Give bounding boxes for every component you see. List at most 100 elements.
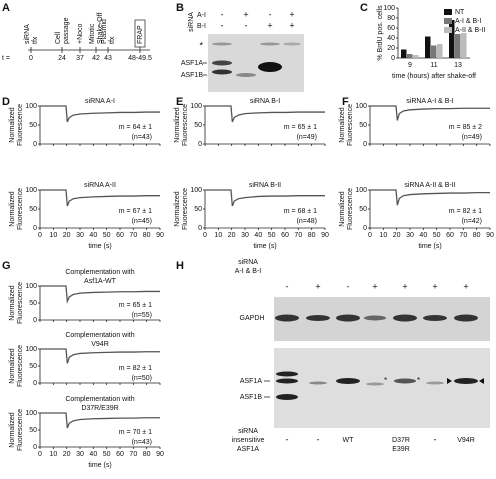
timeline-event: passage: [63, 17, 70, 44]
plot-title: siRNA B-II: [249, 182, 281, 189]
x-tick-label: 50: [268, 232, 276, 239]
y-tick-label: 50: [194, 122, 202, 129]
x-tick-label: 0: [203, 232, 207, 239]
x-tick-label: 60: [116, 451, 124, 458]
plot-title: Complementation with: [65, 332, 134, 339]
panel-label: H: [176, 260, 184, 272]
y-axis-label: Normalized: [9, 348, 16, 384]
x-tick-label: 70: [459, 232, 467, 239]
blot-row-name: A-I: [197, 12, 206, 19]
x-tick-label: 13: [454, 62, 462, 69]
annotation: m = 65 ± 1: [119, 302, 152, 309]
y-axis-label: Fluorescence: [17, 188, 24, 230]
legend-swatch: [444, 9, 452, 15]
bar: [413, 55, 419, 58]
blot-band: [212, 69, 232, 75]
x-tick-label: 11: [430, 62, 437, 69]
x-tick-label: 90: [321, 232, 329, 239]
legend-swatch: [444, 27, 452, 33]
timeline-time: 42: [92, 55, 100, 62]
y-tick-label: 0: [33, 380, 37, 387]
x-tick-label: 20: [63, 451, 71, 458]
x-tick-label: 90: [486, 232, 494, 239]
x-tick-label: 50: [433, 232, 441, 239]
x-axis-label: time (s): [253, 243, 276, 250]
y-tick-label: 20: [387, 45, 395, 52]
y-tick-label: 50: [29, 122, 37, 129]
x-axis-label: time (hours) after shake-off: [392, 73, 476, 80]
gapdh-bands: [275, 314, 478, 322]
timeline-time: 37: [76, 55, 84, 62]
blot-marker: *: [199, 40, 203, 50]
plot-title: siRNA A-II: [84, 182, 116, 189]
frap-curve: [40, 189, 160, 207]
y-tick-label: 50: [359, 122, 367, 129]
y-axis-label: Fluorescence: [17, 345, 24, 387]
y-axis-label: Fluorescence: [182, 188, 189, 230]
panel-label: C: [360, 2, 368, 14]
bar: [449, 20, 455, 58]
construct-label: -: [434, 434, 437, 444]
y-axis-label: Normalized: [339, 191, 346, 227]
svg-text:*: *: [384, 376, 387, 385]
blot-sign: +: [463, 281, 468, 291]
panel-label: B: [176, 2, 184, 14]
construct-label: -: [286, 434, 289, 444]
plot-title: siRNA B-I: [250, 98, 280, 105]
blot-h-asf1: [274, 348, 490, 428]
bar: [461, 33, 467, 58]
blot-sign: +: [315, 281, 320, 291]
x-axis-label: time (s): [88, 243, 111, 250]
frap-curve: [370, 189, 490, 206]
annotation: (n=49): [297, 134, 317, 141]
blot-row-header: siRNA: [238, 259, 258, 266]
annotation: m = 85 ± 2: [449, 124, 482, 131]
timeline-time: 24: [58, 55, 66, 62]
blot-band: [212, 60, 232, 66]
annotation: (n=42): [462, 218, 482, 225]
plot-title: Complementation with: [65, 396, 134, 403]
x-tick-label: 30: [406, 232, 414, 239]
y-axis-label: Fluorescence: [182, 104, 189, 146]
asf1-bands: [276, 371, 478, 400]
panel-label: E: [176, 96, 183, 108]
y-tick-label: 100: [355, 103, 367, 110]
plot-title: Complementation with: [65, 269, 134, 276]
y-axis-label: Fluorescence: [347, 104, 354, 146]
y-tick-label: 0: [198, 225, 202, 232]
y-tick-label: 100: [25, 187, 37, 194]
timeline-event: FRAP: [137, 25, 144, 44]
timeline-event: siRNA: [24, 24, 31, 44]
legend-label: A-II & B-II: [455, 27, 485, 34]
y-tick-label: 50: [359, 206, 367, 213]
plot-title: D37R/E39R: [81, 405, 118, 412]
x-tick-label: 80: [143, 451, 151, 458]
annotation: (n=50): [132, 375, 152, 382]
y-tick-label: 50: [194, 206, 202, 213]
x-tick-label: 10: [214, 232, 222, 239]
y-tick-label: 100: [25, 283, 37, 290]
frap-curve: [205, 105, 325, 123]
frap-curve: [370, 105, 490, 121]
timeline-event: Plasmid: [101, 19, 108, 44]
x-tick-label: 30: [76, 232, 84, 239]
blot-sign: -: [221, 20, 224, 30]
y-tick-label: 40: [387, 35, 395, 42]
x-tick-label: 70: [129, 232, 137, 239]
x-tick-label: 80: [473, 232, 481, 239]
x-tick-label: 0: [368, 232, 372, 239]
y-tick-label: 0: [33, 141, 37, 148]
timeline-event: Shake-Off: [97, 13, 104, 44]
y-tick-label: 60: [387, 25, 395, 32]
y-tick-label: 100: [25, 103, 37, 110]
y-axis-label: Normalized: [9, 107, 16, 143]
y-tick-label: 0: [33, 444, 37, 451]
construct-label: -: [317, 434, 320, 444]
x-tick-label: 10: [49, 232, 57, 239]
timeline-time: 48-49.5: [128, 55, 152, 62]
x-tick-label: 70: [129, 451, 137, 458]
y-axis-label: Fluorescence: [17, 104, 24, 146]
blot-band: [258, 62, 282, 72]
y-axis-label: Fluorescence: [17, 282, 24, 324]
